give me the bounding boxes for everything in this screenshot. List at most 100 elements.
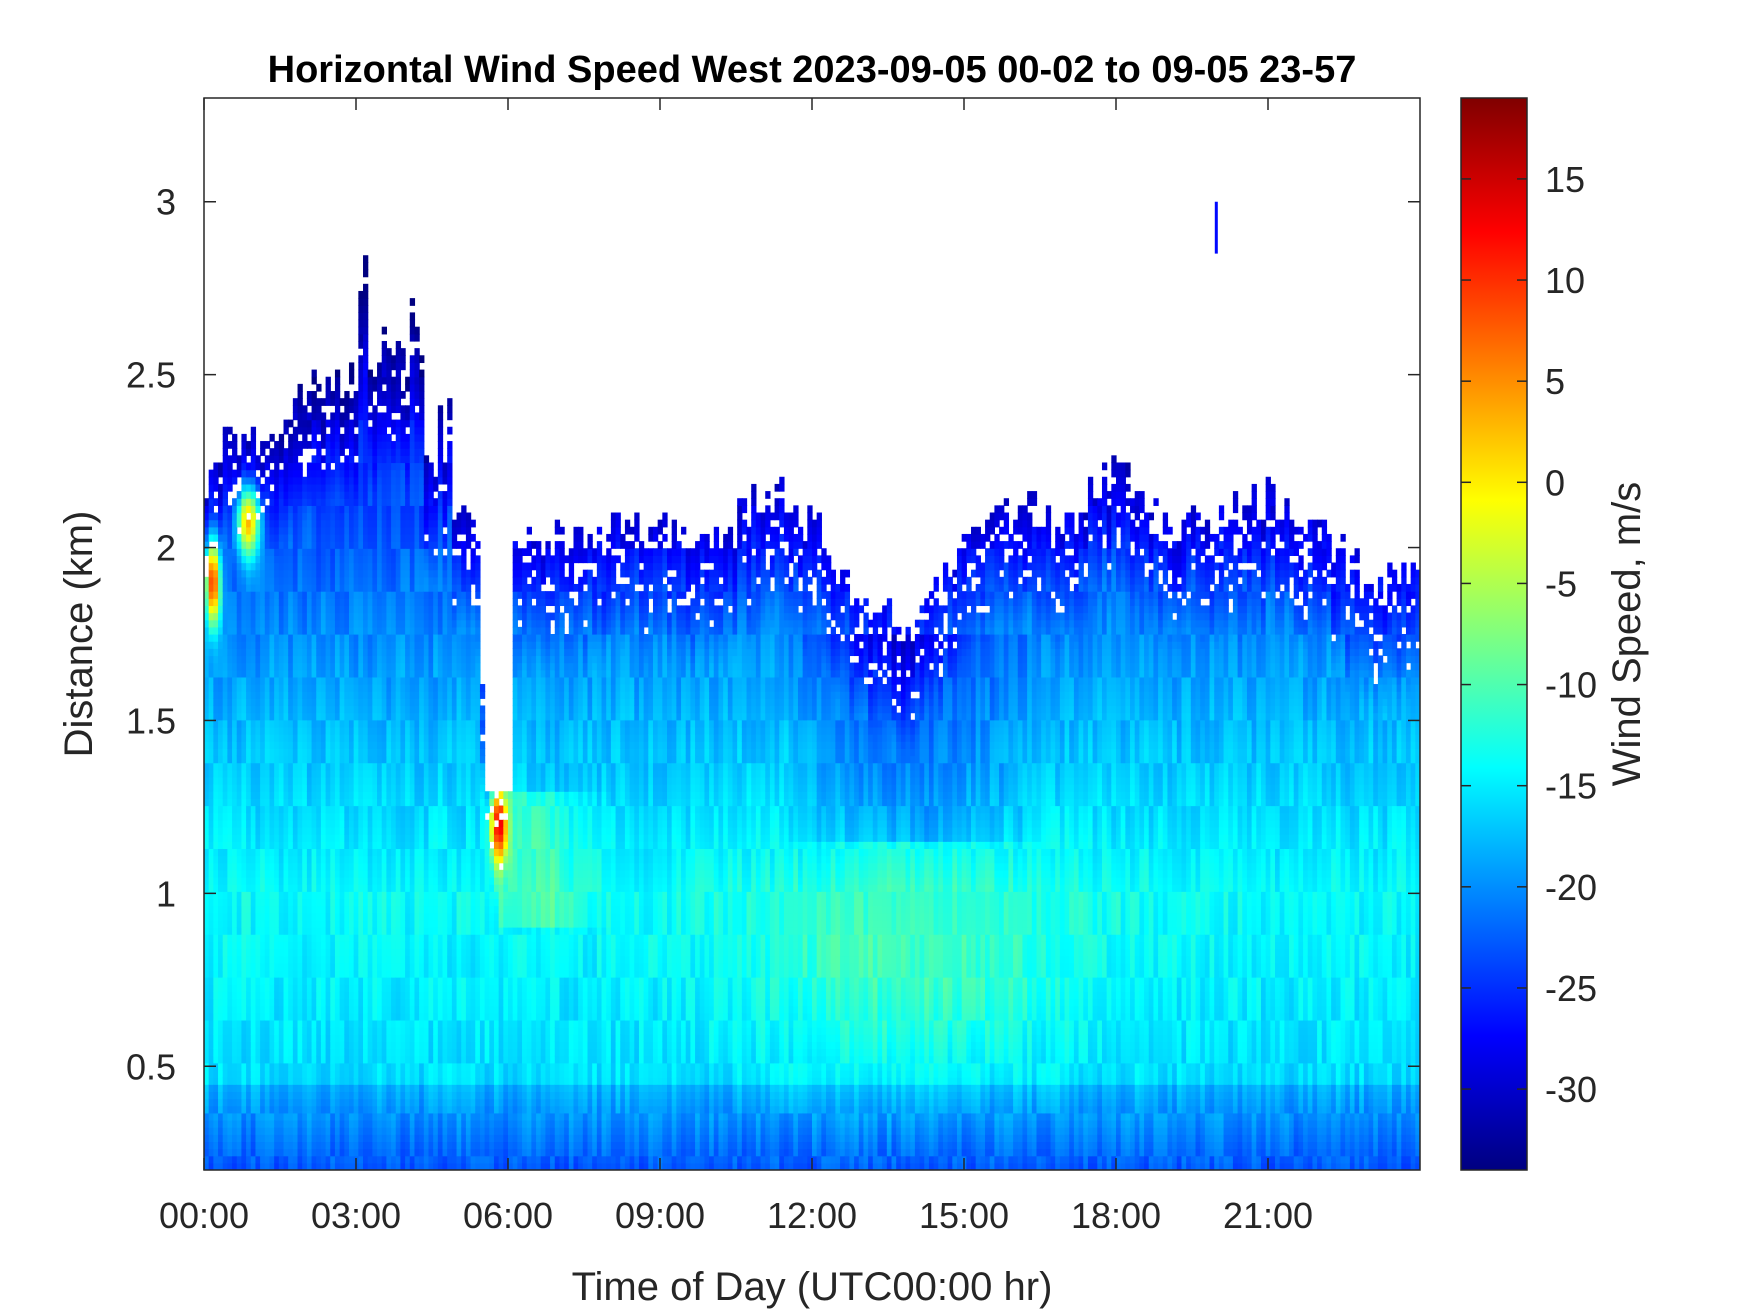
heatmap-cell: [241, 884, 246, 892]
heatmap-cell: [204, 948, 209, 956]
heatmap-cell: [382, 577, 387, 585]
heatmap-cell: [330, 1063, 335, 1071]
heatmap-cell: [302, 698, 307, 706]
heatmap-cell: [223, 1149, 228, 1157]
heatmap-cell: [316, 470, 321, 478]
heatmap-cell: [251, 998, 256, 1006]
heatmap-cell: [396, 920, 401, 928]
heatmap-cell: [227, 670, 232, 678]
heatmap-cell: [382, 1113, 387, 1121]
heatmap-cell: [368, 570, 373, 578]
heatmap-cell: [246, 884, 251, 892]
heatmap-cell: [340, 1013, 345, 1021]
heatmap-cell: [237, 491, 242, 499]
heatmap-cell: [340, 1049, 345, 1057]
heatmap-cell: [330, 827, 335, 835]
heatmap-cell: [307, 870, 312, 878]
heatmap-cell: [265, 505, 270, 513]
heatmap-cell: [274, 555, 279, 563]
heatmap-cell: [279, 691, 284, 699]
heatmap-cell: [335, 441, 340, 449]
heatmap-cell: [213, 1156, 218, 1164]
heatmap-cell: [302, 870, 307, 878]
heatmap-cell: [358, 777, 363, 785]
heatmap-cell: [368, 991, 373, 999]
heatmap-cell: [237, 462, 242, 470]
heatmap-cell: [368, 641, 373, 649]
heatmap-cell: [223, 920, 228, 928]
heatmap-cell: [400, 813, 405, 821]
heatmap-cell: [344, 777, 349, 785]
heatmap-cell: [312, 755, 317, 763]
heatmap-cell: [269, 948, 274, 956]
heatmap-cell: [410, 770, 415, 778]
heatmap-cell: [307, 1120, 312, 1128]
heatmap-cell: [363, 741, 368, 749]
heatmap-cell: [288, 770, 293, 778]
heatmap-cell: [265, 670, 270, 678]
heatmap-cell: [386, 548, 391, 556]
heatmap-cell: [358, 941, 363, 949]
heatmap-cell: [232, 1099, 237, 1107]
heatmap-cell: [400, 1149, 405, 1157]
heatmap-cell: [344, 1120, 349, 1128]
heatmap-cell: [354, 1070, 359, 1078]
heatmap-cell: [312, 713, 317, 721]
heatmap-cell: [227, 684, 232, 692]
heatmap-cell: [330, 548, 335, 556]
heatmap-cell: [307, 848, 312, 856]
heatmap-cell: [326, 513, 331, 521]
heatmap-cell: [213, 1006, 218, 1014]
heatmap-cell: [326, 1141, 331, 1149]
heatmap-cell: [349, 641, 354, 649]
heatmap-cell: [312, 1091, 317, 1099]
heatmap-cell: [354, 1041, 359, 1049]
heatmap-cell: [363, 1049, 368, 1057]
heatmap-cell: [330, 477, 335, 485]
heatmap-cell: [284, 806, 289, 814]
heatmap-cell: [213, 1020, 218, 1028]
heatmap-cell: [251, 462, 256, 470]
heatmap-cell: [405, 934, 410, 942]
heatmap-cell: [321, 1141, 326, 1149]
heatmap-cell: [335, 948, 340, 956]
heatmap-cell: [241, 1049, 246, 1057]
heatmap-cell: [260, 798, 265, 806]
heatmap-cell: [410, 412, 415, 420]
heatmap-cell: [363, 998, 368, 1006]
heatmap-cell: [312, 806, 317, 814]
heatmap-cell: [410, 963, 415, 971]
heatmap-cell: [372, 1120, 377, 1128]
heatmap-cell: [209, 791, 214, 799]
heatmap-cell: [251, 427, 256, 435]
heatmap-cell: [204, 670, 209, 678]
heatmap-cell: [274, 777, 279, 785]
heatmap-cell: [335, 1149, 340, 1157]
heatmap-cell: [363, 727, 368, 735]
heatmap-cell: [307, 1077, 312, 1085]
heatmap-cell: [227, 1149, 232, 1157]
heatmap-cell: [386, 734, 391, 742]
heatmap-cell: [410, 734, 415, 742]
heatmap-cell: [302, 663, 307, 671]
heatmap-cell: [209, 1027, 214, 1035]
heatmap-cell: [363, 927, 368, 935]
heatmap-cell: [368, 791, 373, 799]
heatmap-cell: [237, 470, 242, 478]
heatmap-cell: [354, 684, 359, 692]
heatmap-cell: [326, 1149, 331, 1157]
heatmap-cell: [251, 913, 256, 921]
heatmap-cell: [213, 1127, 218, 1135]
heatmap-cell: [302, 770, 307, 778]
heatmap-cell: [344, 1113, 349, 1121]
heatmap-cell: [414, 477, 419, 485]
heatmap-cell: [209, 484, 214, 492]
heatmap-cell: [251, 1020, 256, 1028]
heatmap-cell: [349, 1049, 354, 1057]
heatmap-cell: [363, 605, 368, 613]
heatmap-cell: [312, 455, 317, 463]
heatmap-cell: [382, 327, 387, 335]
heatmap-cell: [227, 577, 232, 585]
heatmap-cell: [396, 1056, 401, 1064]
heatmap-cell: [330, 398, 335, 406]
